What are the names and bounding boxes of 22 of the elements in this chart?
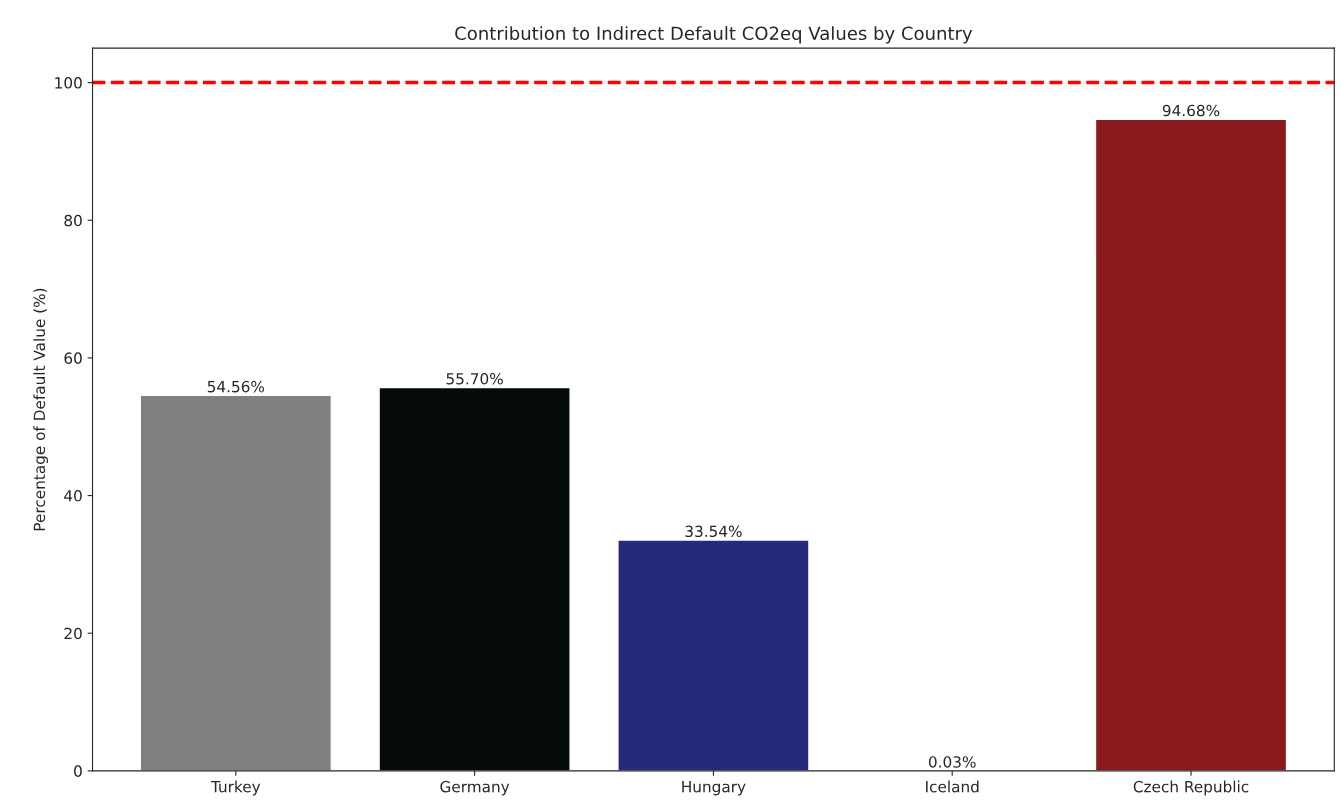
x-tick-label: Germany [440, 780, 510, 796]
bar [1094, 118, 1288, 771]
data-label: 55.70% [446, 372, 503, 385]
y-tick-label: 20 [64, 627, 82, 640]
y-axis-title: Percentage of Default Value (%) [33, 288, 49, 531]
y-tick-label: 40 [64, 490, 82, 502]
bar [617, 539, 810, 771]
data-label: 0.03% [928, 756, 976, 768]
x-tick-label: Iceland [926, 780, 979, 793]
data-label: 94.68% [1162, 104, 1220, 117]
bar [378, 386, 571, 771]
x-tick-label: Turkey [210, 780, 261, 796]
bar [139, 394, 333, 771]
y-tick-label: 0 [74, 765, 82, 777]
x-tick-label: Czech Republic [1133, 780, 1249, 796]
chart-title: Contribution to Indirect Default CO2eq Values by Country [455, 26, 973, 44]
data-label: 33.54% [685, 525, 742, 538]
data-label: 54.56% [207, 380, 265, 393]
y-tick-label: 60 [64, 352, 82, 364]
y-tick-label: 100 [55, 77, 82, 89]
x-tick-label: Hungary [682, 781, 746, 796]
y-tick-label: 80 [64, 214, 82, 227]
